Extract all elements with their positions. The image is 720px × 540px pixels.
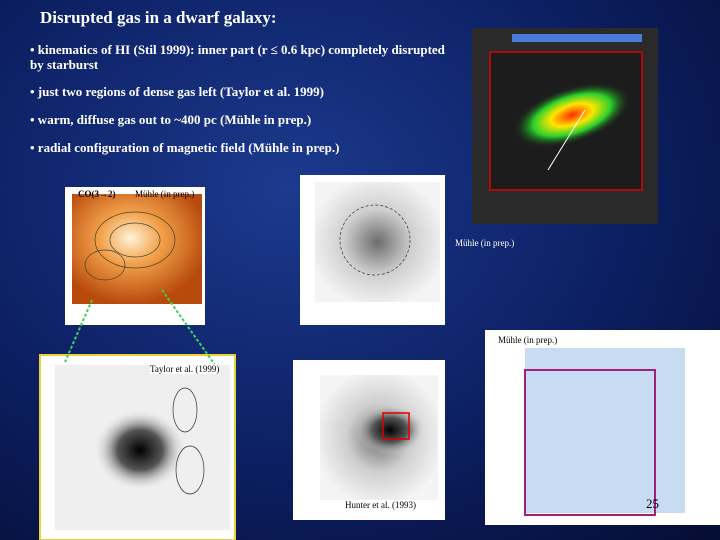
taylor-map xyxy=(39,354,236,540)
hunter-map xyxy=(293,360,445,520)
hi-map xyxy=(472,28,658,224)
caption: Mühle (in prep.) xyxy=(455,238,515,248)
bullet: • just two regions of dense gas left (Ta… xyxy=(30,84,324,99)
title: Disrupted gas in a dwarf galaxy: xyxy=(40,8,277,27)
caption: Mühle (in prep.) xyxy=(498,335,558,345)
bullet: • warm, diffuse gas out to ~400 pc (Mühl… xyxy=(30,112,312,127)
polarisation-map xyxy=(485,330,720,525)
bullet: • radial configuration of magnetic field… xyxy=(30,140,340,155)
bullet: • kinematics of HI (Stil 1999): inner pa… xyxy=(30,42,445,72)
caption: Mühle (in prep.) xyxy=(135,189,195,199)
caption: Taylor et al. (1999) xyxy=(150,364,220,374)
connectors xyxy=(64,289,216,366)
caption: Hunter et al. (1993) xyxy=(345,500,416,510)
page-number: 25 xyxy=(646,496,659,511)
gray-map xyxy=(300,175,445,325)
caption: CO(3→2) xyxy=(78,189,116,199)
co-map xyxy=(65,187,205,325)
